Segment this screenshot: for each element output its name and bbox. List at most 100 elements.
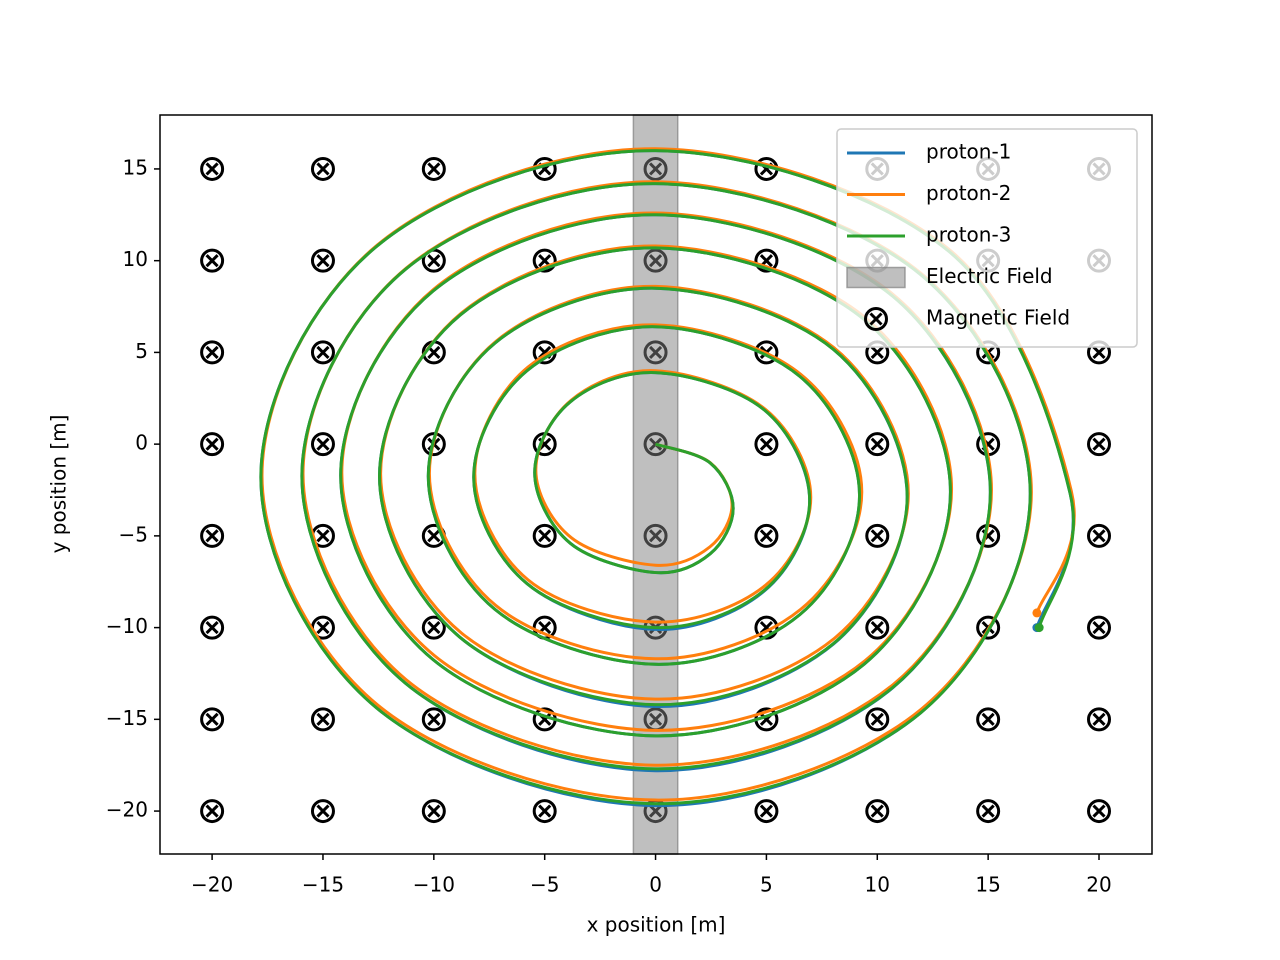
y-tick-label: −5: [119, 522, 148, 546]
marker-ring: [421, 799, 446, 824]
marker-ring: [754, 432, 779, 457]
marker-ring: [310, 340, 335, 365]
marker-ring: [421, 707, 446, 732]
magnetic-field-marker: [200, 707, 225, 732]
marker-cross: [316, 804, 330, 818]
marker-cross: [427, 804, 441, 818]
marker-cross: [759, 621, 773, 635]
marker-cross: [538, 529, 552, 543]
marker-cross: [205, 437, 219, 451]
marker-cross: [427, 162, 441, 176]
marker-ring: [200, 248, 225, 273]
marker-cross: [981, 712, 995, 726]
magnetic-field-marker: [310, 156, 335, 181]
magnetic-field-marker: [200, 523, 225, 548]
marker-cross: [870, 437, 884, 451]
marker-ring: [532, 248, 557, 273]
magnetic-field-marker: [1087, 799, 1112, 824]
marker-cross: [981, 804, 995, 818]
magnetic-field-marker: [754, 432, 779, 457]
electric-field-span: [632, 114, 679, 855]
marker-cross: [1092, 621, 1106, 635]
legend-label: proton-2: [926, 181, 1011, 205]
legend-swatch: [864, 307, 888, 331]
marker-cross: [427, 621, 441, 635]
marker-cross: [538, 254, 552, 268]
x-tick-label: −10: [413, 873, 455, 897]
marker-ring: [421, 156, 446, 181]
marker-cross: [205, 529, 219, 543]
magnetic-field-marker: [532, 799, 557, 824]
marker-cross: [427, 712, 441, 726]
x-tick-label: 0: [649, 873, 662, 897]
y-tick-label: −10: [106, 614, 148, 638]
marker-cross: [869, 312, 883, 326]
marker-cross: [870, 621, 884, 635]
magnetic-field-marker: [310, 799, 335, 824]
marker-cross: [1092, 529, 1106, 543]
legend-label: Electric Field: [926, 264, 1053, 288]
y-tick-label: −20: [106, 798, 148, 822]
marker-cross: [759, 804, 773, 818]
marker-ring: [1087, 707, 1112, 732]
marker-ring: [421, 615, 446, 640]
x-tick-label: 20: [1086, 873, 1111, 897]
marker-cross: [870, 345, 884, 359]
end-point: [1034, 623, 1044, 633]
marker-ring: [1087, 523, 1112, 548]
marker-cross: [316, 254, 330, 268]
magnetic-field-marker: [200, 432, 225, 457]
end-point: [1032, 608, 1042, 618]
legend-label: proton-1: [926, 140, 1011, 164]
marker-cross: [759, 437, 773, 451]
marker-cross: [538, 804, 552, 818]
x-tick-label: −20: [191, 873, 233, 897]
marker-ring: [310, 799, 335, 824]
marker-ring: [754, 799, 779, 824]
marker-cross: [205, 254, 219, 268]
marker-cross: [316, 529, 330, 543]
marker-cross: [870, 804, 884, 818]
marker-ring: [865, 432, 890, 457]
legend-label: Magnetic Field: [926, 306, 1070, 330]
x-tick-label: 5: [760, 873, 773, 897]
marker-cross: [538, 712, 552, 726]
magnetic-field-marker: [865, 615, 890, 640]
x-tick-label: −5: [530, 873, 559, 897]
marker-cross: [1092, 712, 1106, 726]
marker-ring: [864, 307, 888, 331]
marker-cross: [427, 529, 441, 543]
marker-cross: [870, 712, 884, 726]
marker-cross: [205, 345, 219, 359]
legend-label: proton-3: [926, 223, 1011, 247]
legend-swatch: [846, 266, 906, 289]
magnetic-field-marker: [1087, 432, 1112, 457]
x-axis-label: x position [m]: [587, 913, 726, 937]
marker-ring: [865, 615, 890, 640]
marker-cross: [205, 804, 219, 818]
magnetic-field-marker: [421, 707, 446, 732]
magnetic-field-marker: [310, 432, 335, 457]
x-tick-label: 15: [975, 873, 1000, 897]
y-tick-label: 15: [123, 155, 148, 179]
magnetic-field-marker: [976, 707, 1001, 732]
marker-ring: [754, 340, 779, 365]
magnetic-field-marker: [421, 615, 446, 640]
y-tick-label: −15: [106, 706, 148, 730]
magnetic-field-marker: [200, 615, 225, 640]
magnetic-field-marker: [865, 432, 890, 457]
marker-ring: [310, 707, 335, 732]
magnetic-field-marker: [976, 799, 1001, 824]
marker-cross: [205, 162, 219, 176]
marker-ring: [976, 707, 1001, 732]
marker-cross: [205, 712, 219, 726]
marker-cross: [427, 345, 441, 359]
magnetic-field-marker: [421, 799, 446, 824]
marker-ring: [1087, 799, 1112, 824]
magnetic-field-marker: [1087, 523, 1112, 548]
marker-ring: [976, 799, 1001, 824]
marker-cross: [427, 254, 441, 268]
marker-ring: [310, 432, 335, 457]
